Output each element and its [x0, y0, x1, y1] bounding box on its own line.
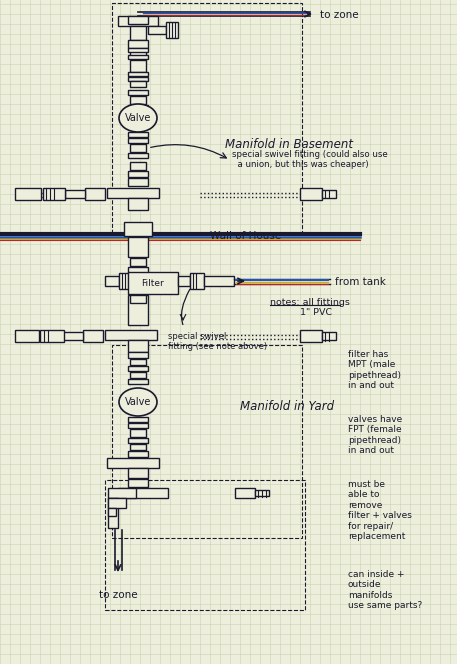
Bar	[128, 178, 148, 186]
Bar	[128, 48, 148, 52]
Bar	[128, 16, 148, 24]
Bar	[128, 55, 148, 59]
Bar	[128, 417, 148, 422]
Bar	[128, 438, 148, 443]
Bar	[300, 188, 322, 200]
Bar	[128, 77, 148, 81]
Bar	[130, 444, 146, 450]
Text: can inside +
outside
manifolds
use same parts?: can inside + outside manifolds use same …	[348, 570, 422, 610]
Text: notes: all fittings
          1" PVC: notes: all fittings 1" PVC	[270, 298, 350, 317]
Text: Valve: Valve	[125, 113, 151, 123]
Bar	[128, 72, 148, 76]
Bar	[108, 508, 116, 516]
Bar	[105, 480, 305, 610]
Bar	[128, 468, 148, 478]
Bar	[255, 490, 269, 496]
Bar	[83, 330, 103, 342]
Bar	[128, 272, 178, 294]
Bar	[124, 222, 152, 236]
Bar	[130, 144, 146, 152]
Text: special swivel
fitting (see note above): special swivel fitting (see note above)	[168, 332, 267, 351]
Bar	[204, 276, 234, 286]
Bar	[128, 366, 148, 371]
Text: Manifold in Yard: Manifold in Yard	[240, 400, 334, 413]
Bar	[322, 190, 336, 198]
Bar	[130, 372, 146, 378]
Ellipse shape	[119, 388, 157, 416]
Bar	[15, 330, 39, 342]
Bar	[322, 332, 336, 340]
Bar	[63, 332, 83, 340]
Text: to zone: to zone	[99, 590, 137, 600]
Bar	[108, 498, 126, 508]
Bar	[130, 96, 146, 104]
Bar	[40, 330, 64, 342]
Bar	[235, 488, 255, 498]
Bar	[130, 50, 146, 56]
Bar	[128, 379, 148, 384]
Bar	[105, 330, 157, 340]
Bar	[118, 488, 168, 498]
Bar	[130, 295, 146, 303]
Bar	[85, 188, 105, 200]
Bar	[105, 276, 119, 286]
Bar	[300, 330, 322, 342]
Bar	[128, 153, 148, 158]
Bar	[130, 258, 146, 266]
Bar	[128, 267, 148, 273]
Bar	[108, 498, 118, 528]
Bar	[166, 22, 178, 38]
Ellipse shape	[119, 104, 157, 132]
Bar	[128, 138, 148, 143]
Bar	[128, 132, 148, 137]
Text: must be
able to
remove
filter + valves
for repair/
replacement: must be able to remove filter + valves f…	[348, 480, 412, 541]
Text: valves have
FPT (female
pipethread)
in and out: valves have FPT (female pipethread) in a…	[348, 415, 402, 456]
Bar	[128, 479, 148, 487]
Bar	[107, 458, 159, 468]
Bar	[128, 40, 148, 48]
Bar	[130, 359, 146, 365]
Bar	[65, 190, 85, 198]
Bar	[119, 273, 129, 289]
Text: Valve: Valve	[125, 397, 151, 407]
Bar	[128, 171, 148, 177]
Bar	[130, 429, 146, 437]
Bar	[128, 111, 148, 116]
Bar	[108, 488, 136, 498]
Bar	[130, 26, 146, 40]
Text: Wall of House: Wall of House	[210, 231, 281, 241]
Bar	[128, 90, 148, 95]
Bar	[148, 26, 166, 34]
Text: to zone: to zone	[320, 10, 359, 20]
Text: filter has
MPT (male
pipethread)
in and out: filter has MPT (male pipethread) in and …	[348, 350, 401, 390]
Bar	[118, 16, 158, 26]
Bar	[128, 198, 148, 210]
Bar	[130, 81, 146, 87]
Text: Manifold in Basement: Manifold in Basement	[225, 138, 353, 151]
Bar	[130, 162, 146, 170]
Bar	[107, 188, 159, 198]
Bar	[128, 352, 148, 358]
Bar	[112, 3, 302, 233]
Bar	[178, 276, 190, 286]
Bar	[190, 273, 204, 289]
Bar	[130, 60, 146, 72]
Bar	[128, 423, 148, 428]
Text: from tank: from tank	[335, 277, 386, 287]
Text: special swivel fitting (could also use
  a union, but this was cheaper): special swivel fitting (could also use a…	[232, 150, 388, 169]
Bar	[112, 345, 302, 538]
Bar	[15, 188, 41, 200]
Bar	[43, 188, 65, 200]
Bar	[128, 340, 148, 352]
Bar	[128, 237, 148, 257]
Bar	[128, 295, 148, 325]
Bar	[128, 105, 148, 110]
Bar	[128, 451, 148, 457]
Text: Filter: Filter	[142, 278, 165, 288]
